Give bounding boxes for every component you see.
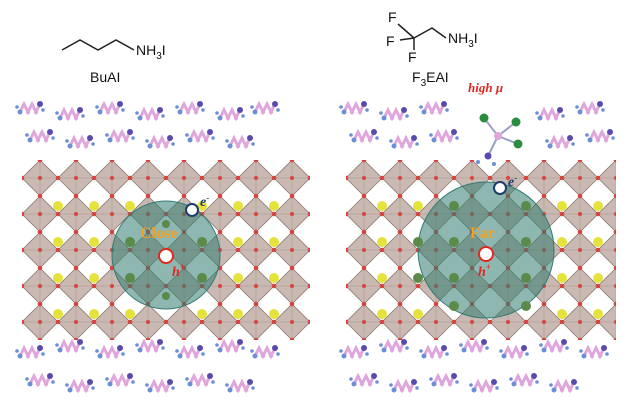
left-top-organic-layer (13, 99, 282, 150)
right-panel: F F F NH3I F3EAI high μ (337, 9, 617, 394)
left-hole-marker (158, 248, 174, 264)
left-bottom-organic-layer (13, 337, 282, 394)
trifluoroethyl-structure (413, 27, 447, 39)
right-electron-marker (493, 181, 507, 195)
left-electron-marker (185, 203, 199, 217)
right-region-word: Far (470, 225, 495, 242)
left-formula: NH3I (136, 42, 166, 62)
right-molecule-name: F3EAI (412, 69, 449, 89)
right-electron-label: e- (508, 173, 517, 190)
fluorine-label-left: F (386, 33, 395, 49)
left-panel: NH3I BuAI (13, 39, 310, 394)
left-electron-label: e- (200, 193, 209, 210)
right-hole-label: h+ (478, 262, 491, 280)
right-hole-marker (478, 246, 494, 262)
left-a-site-cations (53, 201, 279, 319)
left-molecule-name: BuAI (90, 69, 120, 85)
butyl-chain-structure (61, 39, 135, 51)
fluorine-label-bottom: F (408, 49, 417, 65)
right-bottom-organic-layer (337, 337, 611, 394)
right-a-site-cations (377, 201, 603, 319)
mobility-label: high μ (468, 80, 503, 95)
left-hole-label: h+ (172, 262, 185, 280)
fluorine-label-top: F (388, 9, 397, 25)
left-region-word: Close (140, 225, 177, 242)
right-top-organic-layer (337, 99, 617, 150)
right-enclosed-cations (413, 201, 531, 311)
left-enclosed-cations (125, 220, 207, 300)
right-formula: NH3I (448, 30, 478, 50)
fluorinated-molecule-highlight (476, 113, 523, 166)
